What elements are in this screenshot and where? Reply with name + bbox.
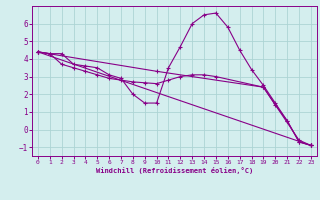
X-axis label: Windchill (Refroidissement éolien,°C): Windchill (Refroidissement éolien,°C)	[96, 167, 253, 174]
